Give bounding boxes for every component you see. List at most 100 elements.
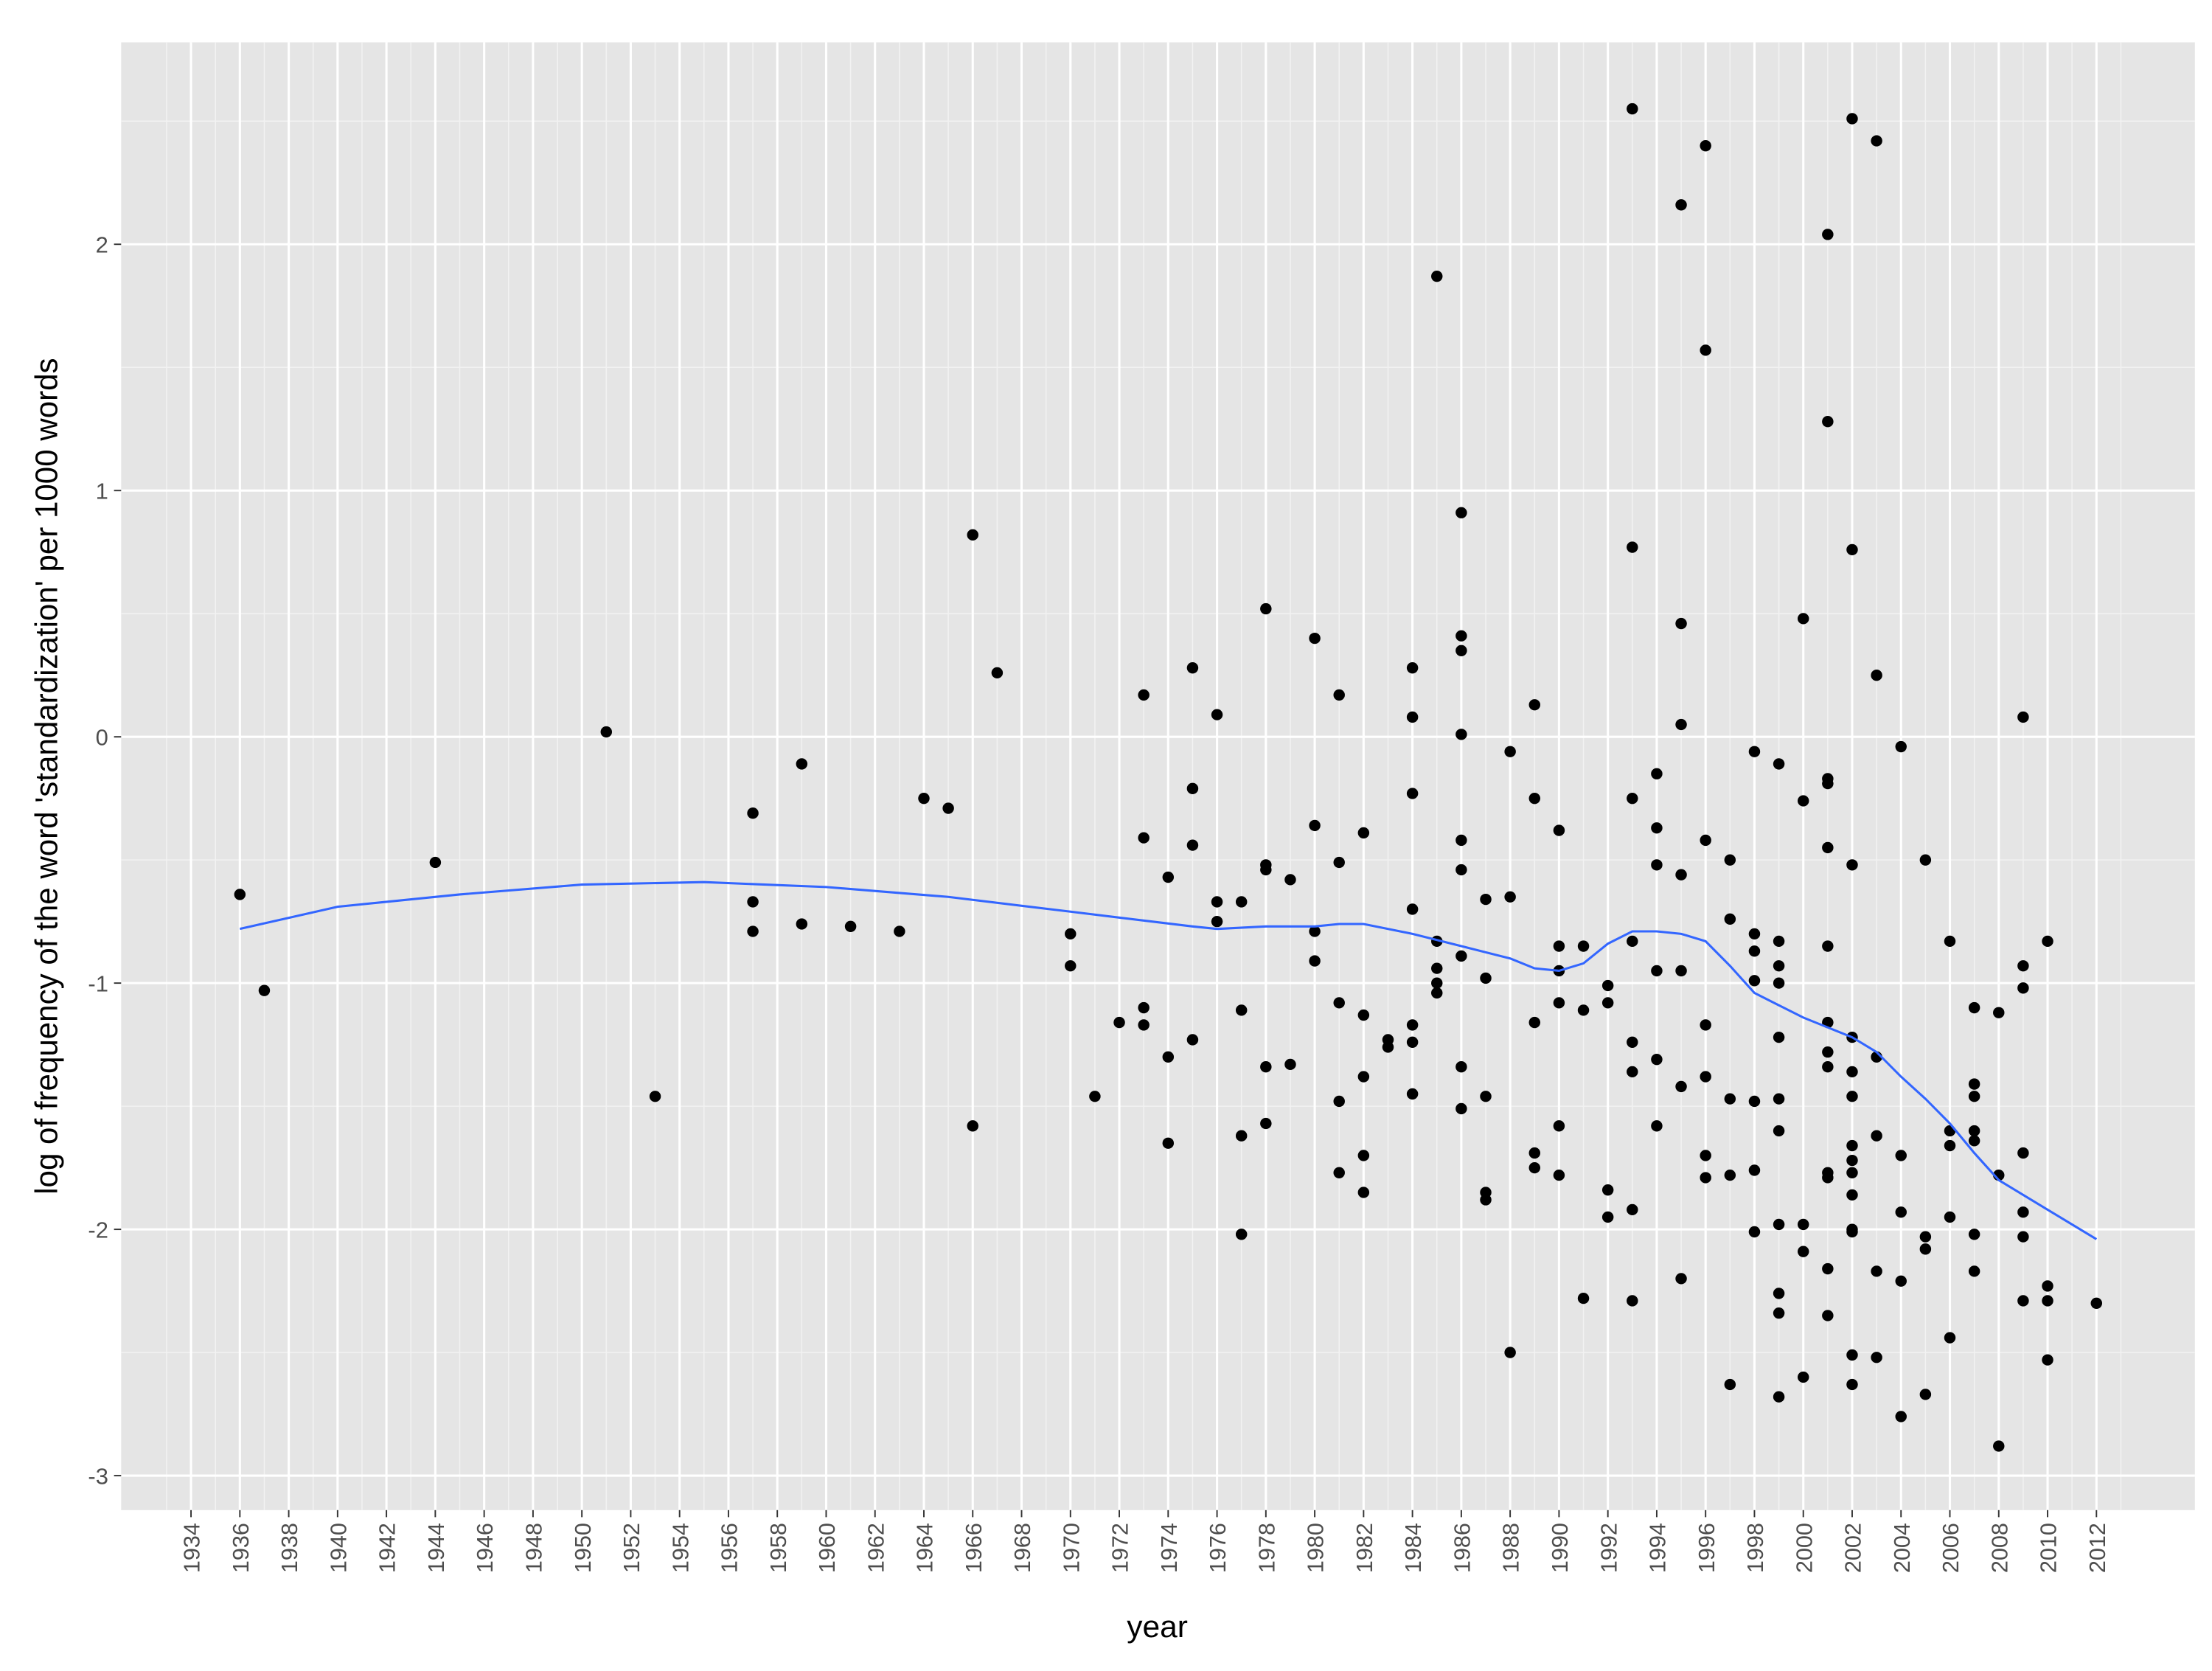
point (1260, 1117, 1272, 1130)
x-tick-label: 1964 (911, 1523, 937, 1573)
point (747, 925, 759, 937)
point (2090, 1297, 2103, 1309)
point (1357, 1187, 1370, 1198)
point (1406, 903, 1419, 915)
point (1822, 1262, 1834, 1275)
x-tick-label: 1936 (228, 1523, 254, 1573)
point (1748, 746, 1761, 757)
point (2042, 1280, 2053, 1292)
point (1577, 1004, 1590, 1016)
point (1333, 1167, 1345, 1178)
point (1406, 1088, 1419, 1100)
point (1357, 1150, 1370, 1161)
point (1309, 955, 1321, 967)
point (1186, 782, 1199, 794)
point (1504, 891, 1516, 903)
y-tick-label: 2 (96, 232, 108, 258)
point (1773, 1031, 1785, 1043)
point (1846, 1154, 1858, 1167)
point (1528, 793, 1541, 805)
point (1504, 1347, 1516, 1358)
point (1211, 896, 1223, 908)
point (1724, 1169, 1736, 1181)
point (1846, 1378, 1858, 1391)
x-tick-label: 1940 (325, 1523, 351, 1573)
point (429, 856, 442, 869)
point (1627, 1203, 1638, 1216)
point (2017, 960, 2029, 972)
point (1601, 997, 1614, 1009)
point (1724, 913, 1736, 925)
x-tick-label: 1942 (375, 1523, 400, 1573)
point (234, 889, 246, 900)
point (1773, 1125, 1785, 1137)
point (2017, 711, 2029, 723)
point (1627, 103, 1638, 115)
point (967, 1120, 978, 1132)
point (1627, 1295, 1638, 1307)
point (1919, 1389, 1932, 1400)
point (1406, 1036, 1419, 1048)
point (1944, 1211, 1956, 1223)
x-tick-label: 1960 (814, 1523, 840, 1573)
x-tick-label: 1970 (1058, 1523, 1084, 1573)
x-axis-title: year (1127, 1609, 1188, 1644)
point (1260, 1061, 1272, 1073)
point (991, 667, 1004, 679)
point (1724, 1378, 1736, 1391)
point (258, 984, 271, 996)
x-tick-label: 1966 (961, 1523, 987, 1573)
point (1455, 1061, 1467, 1073)
point (1651, 1120, 1663, 1132)
point (1846, 859, 1858, 871)
point (1284, 1058, 1296, 1071)
point (1700, 1071, 1711, 1083)
point (1284, 874, 1296, 886)
point (1065, 960, 1077, 972)
point (844, 920, 857, 932)
point (1846, 543, 1858, 556)
point (1431, 962, 1443, 974)
point (1309, 632, 1321, 645)
x-tick-label: 1984 (1400, 1523, 1426, 1573)
point (1651, 859, 1663, 871)
point (1700, 140, 1711, 152)
x-tick-label: 1996 (1694, 1523, 1719, 1573)
point (1627, 935, 1638, 948)
point (1235, 1130, 1248, 1142)
x-tick-label: 1994 (1644, 1523, 1670, 1573)
x-tick-label: 1978 (1253, 1523, 1279, 1573)
point (1968, 1135, 1980, 1147)
point (1431, 987, 1443, 999)
point (649, 1091, 661, 1102)
point (918, 793, 930, 805)
point (1455, 645, 1467, 656)
point (2042, 935, 2053, 948)
point (1480, 972, 1492, 984)
point (1601, 1211, 1614, 1223)
point (1065, 928, 1077, 940)
point (1968, 1091, 1980, 1102)
point (1431, 271, 1443, 282)
point (1162, 1137, 1175, 1149)
point (1773, 1093, 1785, 1105)
point (2017, 1295, 2029, 1307)
point (1333, 856, 1345, 869)
point (1309, 925, 1321, 937)
point (1627, 1066, 1638, 1078)
point (1895, 740, 1907, 753)
point (1895, 1206, 1907, 1218)
y-tick-label: 1 (96, 479, 108, 504)
y-tick-label: 0 (96, 725, 108, 751)
point (1357, 1009, 1370, 1021)
point (1211, 915, 1223, 928)
point (1700, 834, 1711, 847)
point (1480, 893, 1492, 906)
point (1748, 945, 1761, 957)
point (1480, 1194, 1492, 1206)
point (1382, 1041, 1394, 1053)
point (1455, 1102, 1467, 1115)
point (1455, 864, 1467, 876)
point (747, 896, 759, 908)
